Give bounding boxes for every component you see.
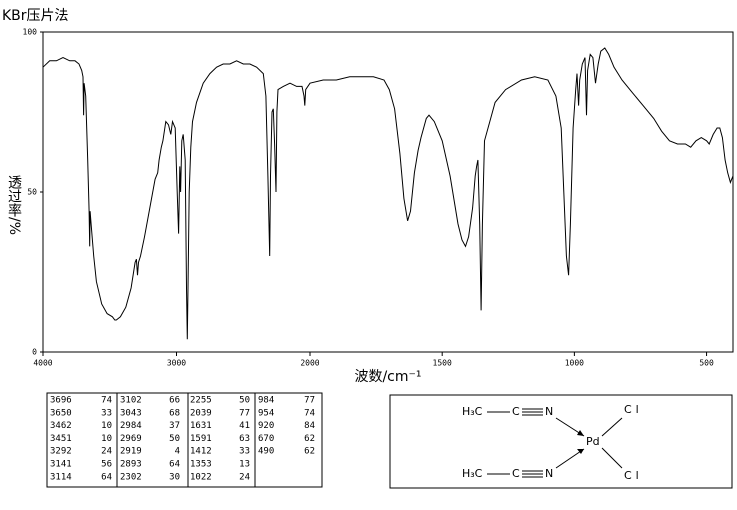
transmittance: 50 bbox=[239, 396, 250, 406]
y-axis-label: 透过率/% bbox=[6, 175, 22, 235]
transmittance: 30 bbox=[169, 472, 180, 482]
x-tick-label: 2000 bbox=[300, 359, 319, 368]
atom-label: C bbox=[512, 467, 520, 480]
transmittance: 10 bbox=[101, 434, 112, 444]
arrow-head bbox=[577, 449, 584, 454]
wavenumber: 3043 bbox=[120, 408, 142, 418]
plot-frame bbox=[42, 31, 734, 353]
wavenumber: 1591 bbox=[190, 434, 212, 444]
atom-label: Pd bbox=[586, 435, 600, 448]
wavenumber: 3141 bbox=[50, 460, 72, 470]
atom-label: H₃C bbox=[462, 467, 483, 480]
structure: H₃C C N Pd Cl H₃C C N Cl bbox=[462, 403, 643, 482]
bond bbox=[601, 417, 623, 437]
wavenumber: 3696 bbox=[50, 396, 72, 406]
transmittance: 74 bbox=[101, 396, 112, 406]
wavenumber: 984 bbox=[258, 396, 274, 406]
wavenumber: 3451 bbox=[50, 434, 72, 444]
y-tick-label: 0 bbox=[32, 348, 37, 357]
spectrum-line bbox=[42, 47, 734, 340]
transmittance: 24 bbox=[101, 447, 112, 457]
transmittance: 77 bbox=[239, 408, 250, 418]
wavenumber: 2969 bbox=[120, 434, 142, 444]
x-tick-label: 1000 bbox=[565, 359, 584, 368]
transmittance: 41 bbox=[239, 421, 250, 431]
transmittance: 77 bbox=[304, 396, 315, 406]
x-axis-label: 波数/cm⁻¹ bbox=[354, 369, 421, 385]
transmittance: 56 bbox=[101, 460, 112, 470]
wavenumber: 920 bbox=[258, 421, 274, 431]
y-tick-label: 50 bbox=[27, 188, 37, 197]
transmittance: 66 bbox=[169, 396, 180, 406]
wavenumber: 2919 bbox=[120, 447, 142, 457]
wavenumber: 2893 bbox=[120, 460, 142, 470]
y-tick-label: 100 bbox=[23, 28, 38, 37]
coordination-arrow bbox=[555, 448, 585, 469]
x-tick-label: 4000 bbox=[33, 359, 52, 368]
transmittance: 62 bbox=[304, 447, 315, 457]
x-tick-label: 1500 bbox=[433, 359, 452, 368]
transmittance: 50 bbox=[169, 434, 180, 444]
transmittance: 62 bbox=[304, 434, 315, 444]
wavenumber: 1022 bbox=[190, 472, 212, 482]
wavenumber: 3650 bbox=[50, 408, 72, 418]
chart-title: KBr压片法 bbox=[2, 8, 69, 24]
wavenumber: 1353 bbox=[190, 460, 212, 470]
transmittance: 74 bbox=[304, 408, 315, 418]
wavenumber: 670 bbox=[258, 434, 274, 444]
wavenumber: 2255 bbox=[190, 396, 212, 406]
transmittance: 33 bbox=[239, 447, 250, 457]
wavenumber: 2984 bbox=[120, 421, 142, 431]
transmittance: 84 bbox=[304, 421, 315, 431]
transmittance: 64 bbox=[169, 460, 180, 470]
structure-frame bbox=[389, 394, 733, 489]
wavenumber: 490 bbox=[258, 447, 274, 457]
wavenumber: 3114 bbox=[50, 472, 72, 482]
transmittance: 10 bbox=[101, 421, 112, 431]
transmittance: 33 bbox=[101, 408, 112, 418]
wavenumber: 3102 bbox=[120, 396, 142, 406]
wavenumber: 2302 bbox=[120, 472, 142, 482]
wavenumber: 1412 bbox=[190, 447, 212, 457]
transmittance: 63 bbox=[239, 434, 250, 444]
x-tick-label: 3000 bbox=[167, 359, 186, 368]
transmittance: 4 bbox=[175, 447, 180, 457]
wavenumber: 3462 bbox=[50, 421, 72, 431]
x-tick-label: 500 bbox=[699, 359, 714, 368]
wavenumber: 3292 bbox=[50, 447, 72, 457]
transmittance: 68 bbox=[169, 408, 180, 418]
bond bbox=[601, 447, 623, 469]
atom-label: N bbox=[545, 405, 553, 418]
atom-label: Cl bbox=[624, 469, 643, 482]
atom-label: Cl bbox=[624, 403, 643, 416]
atom-label: C bbox=[512, 405, 520, 418]
transmittance: 24 bbox=[239, 472, 250, 482]
wavenumber: 954 bbox=[258, 408, 274, 418]
transmittance: 13 bbox=[239, 460, 250, 470]
transmittance: 37 bbox=[169, 421, 180, 431]
peak-table-frame bbox=[46, 392, 323, 488]
wavenumber: 1631 bbox=[190, 421, 212, 431]
transmittance: 64 bbox=[101, 472, 112, 482]
atom-label: H₃C bbox=[462, 405, 483, 418]
wavenumber: 2039 bbox=[190, 408, 212, 418]
atom-label: N bbox=[545, 467, 553, 480]
arrow-head bbox=[577, 430, 584, 436]
